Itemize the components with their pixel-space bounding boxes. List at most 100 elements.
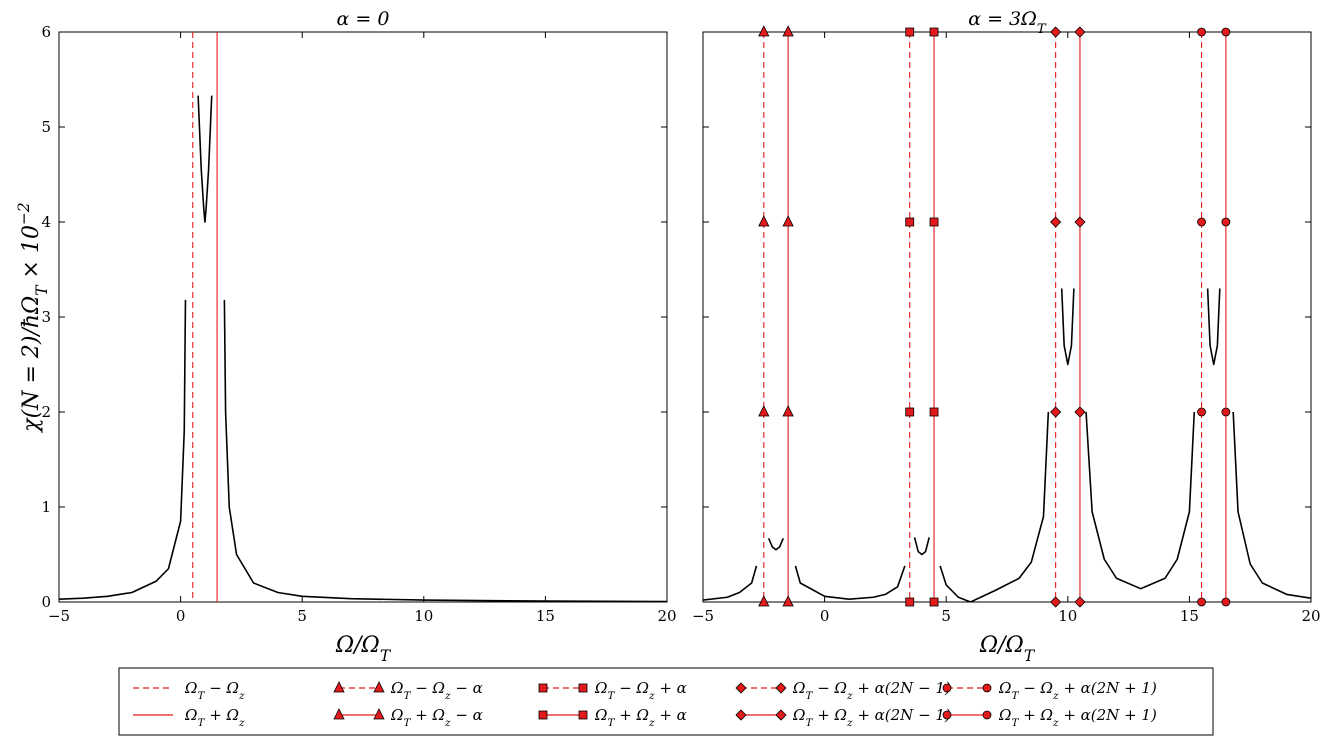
data-curve [939, 565, 971, 602]
reference-marker-circle [1221, 27, 1231, 37]
reference-marker-circle [1221, 597, 1231, 607]
legend-entry: ΩT​ + Ωz​ [133, 706, 245, 729]
reference-marker-triangle [758, 215, 770, 227]
reference-marker-circle [1197, 407, 1206, 417]
x-tick-label: 10 [414, 607, 433, 625]
reference-marker-diamond [1074, 596, 1086, 608]
reference-marker-square [905, 217, 915, 227]
legend-marker-diamond [735, 709, 747, 721]
reference-marker-diamond [1074, 216, 1086, 228]
reference-marker-circle [1221, 407, 1231, 417]
legend-marker-triangle [333, 708, 345, 720]
y-tick-label: 6 [41, 23, 51, 41]
legend-entry: ΩT​ − Ωz​ [133, 679, 245, 702]
data-curve [970, 411, 1050, 602]
reference-marker-triangle [782, 405, 794, 417]
y-tick-label: 2 [41, 403, 51, 421]
reference-marker-triangle [782, 595, 794, 607]
reference-marker-square [929, 27, 939, 37]
x-tick-label: 0 [176, 607, 186, 625]
reference-marker-square [905, 407, 915, 417]
reference-marker-triangle [758, 595, 770, 607]
legend-label: ΩT​ − Ωz​ + α [594, 679, 687, 702]
legend-entry: ΩT​ − Ωz​ + α(2N − 1) [735, 679, 951, 702]
reference-marker-diamond [1074, 406, 1086, 418]
reference-marker-triangle [758, 405, 770, 417]
legend-marker-square [578, 683, 588, 693]
legend-entry: ΩT​ − Ωz​ − α [333, 679, 483, 702]
legend: ΩT​ − Ωz​ ΩT​ + Ωz​ ΩT​ − Ωz​ − α ΩT​ + Ωz​… [118, 667, 1214, 736]
legend-label: ΩT​ + Ωz​ [184, 706, 245, 729]
data-curve [59, 299, 187, 600]
x-tick-label: 15 [536, 607, 555, 625]
x-tick-label: 20 [1301, 607, 1320, 625]
reference-marker-square [929, 597, 939, 607]
reference-marker-diamond [1050, 26, 1062, 38]
plot-frame [702, 31, 1312, 603]
legend-entry: ΩT​ + Ωz​ + α [538, 706, 687, 729]
x-axis-label: Ω/ΩT​ [335, 633, 392, 665]
data-curve [794, 565, 906, 600]
reference-marker-square [905, 27, 915, 37]
data-curve [197, 95, 213, 223]
y-tick-label: 3 [41, 308, 51, 326]
x-tick-label: −5 [48, 607, 70, 625]
legend-marker-triangle [373, 708, 385, 720]
y-tick-label: 1 [41, 498, 51, 516]
legend-marker-square [538, 710, 548, 720]
legend-marker-diamond [735, 682, 747, 694]
x-tick-label: 10 [1058, 607, 1077, 625]
reference-marker-triangle [782, 215, 794, 227]
data-curve [767, 538, 784, 551]
legend-label: ΩT​ − Ωz​ − α [390, 679, 483, 702]
x-tick-label: 5 [941, 607, 951, 625]
plot-frame [58, 31, 668, 603]
y-tick-label: 5 [41, 118, 51, 136]
reference-marker-diamond [1050, 406, 1062, 418]
reference-marker-circle [1197, 27, 1206, 37]
panel-2: −5 0 5 10 15 20 α = 3ΩT​ Ω/ΩT​ [692, 8, 1321, 665]
y-axis-label: χ(N = 2)/ħΩT​ × 10−2 [15, 202, 51, 433]
legend-marker-circle [982, 683, 992, 693]
y-tick-label: 4 [41, 213, 51, 231]
legend-marker-square [578, 710, 588, 720]
data-curve [1085, 411, 1196, 590]
x-axis-label: Ω/ΩT​ [979, 633, 1036, 665]
legend-marker-circle [942, 683, 952, 693]
legend-marker-triangle [333, 681, 345, 693]
x-tick-label: 0 [820, 607, 830, 625]
legend-marker-circle [942, 710, 952, 720]
legend-label: ΩT​ − Ωz​ [184, 679, 245, 702]
reference-marker-square [929, 407, 939, 417]
y-tick-label: 0 [41, 593, 51, 611]
reference-marker-triangle [782, 25, 794, 37]
legend-marker-diamond [775, 709, 787, 721]
legend-entry: ΩT​ + Ωz​ + α(2N + 1) [942, 706, 1157, 729]
reference-marker-triangle [758, 25, 770, 37]
x-tick-label: 15 [1180, 607, 1199, 625]
legend-box [118, 667, 1214, 736]
reference-marker-circle [1197, 217, 1206, 227]
legend-marker-square [538, 683, 548, 693]
panel-title: α = 3ΩT​ [968, 8, 1047, 37]
x-tick-label: 20 [657, 607, 676, 625]
legend-label: ΩT​ + Ωz​ + α(2N + 1) [998, 706, 1157, 729]
legend-label: ΩT​ + Ωz​ − α [390, 706, 483, 729]
legend-entry: ΩT​ − Ωz​ + α(2N + 1) [942, 679, 1157, 702]
data-curve [703, 565, 758, 601]
data-curve [1206, 288, 1221, 366]
reference-marker-square [929, 217, 939, 227]
legend-label: ΩT​ + Ωz​ + α(2N − 1) [792, 706, 951, 729]
reference-marker-circle [1197, 597, 1206, 607]
plot-area [59, 32, 667, 602]
data-curve [223, 299, 667, 602]
reference-marker-circle [1221, 217, 1231, 227]
data-curve [1060, 288, 1075, 366]
reference-marker-square [905, 597, 915, 607]
x-tick-label: −5 [692, 607, 714, 625]
legend-marker-diamond [775, 682, 787, 694]
reference-marker-diamond [1050, 596, 1062, 608]
legend-marker-triangle [373, 681, 385, 693]
